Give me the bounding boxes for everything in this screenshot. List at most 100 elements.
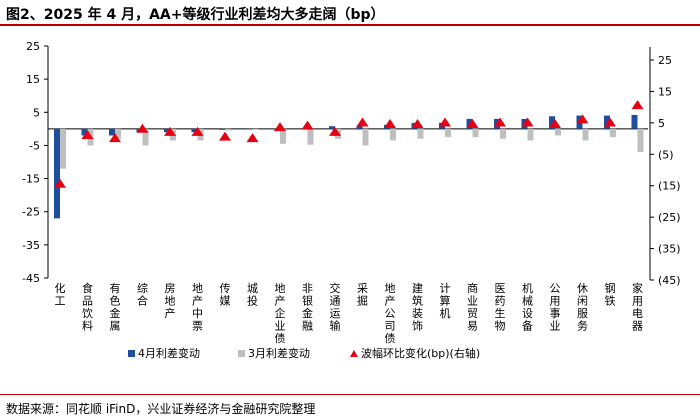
title-rule (0, 24, 700, 26)
category-label: 公 (385, 307, 396, 320)
category-label: 金 (302, 306, 313, 320)
bar-mar (362, 128, 369, 146)
bar-mar (472, 128, 479, 138)
category-label: 业 (467, 295, 478, 308)
category-label: 色 (110, 294, 121, 308)
category-label: 中 (192, 307, 203, 320)
category-label: 金 (110, 306, 121, 320)
bar-apr (109, 128, 115, 136)
bar-mar (280, 128, 286, 144)
category-label: 业 (550, 320, 561, 333)
category-label: 房 (165, 282, 176, 295)
source-rule (0, 394, 700, 395)
category-label: 铁 (605, 295, 616, 308)
category-label: 设 (522, 307, 533, 320)
marker-volatility (384, 119, 396, 129)
right-axis-tick-label: (5) (658, 148, 674, 161)
category-label: 贸 (467, 307, 478, 320)
category-label: 电 (632, 307, 643, 320)
category-label: 媒 (220, 295, 231, 308)
bar-apr (164, 128, 170, 133)
category-label: 料 (82, 319, 93, 333)
marker-volatility (466, 119, 479, 129)
right-axis-tick-label: (45) (658, 274, 681, 287)
bar-apr (246, 128, 253, 130)
category-label: 械 (522, 294, 533, 308)
category-label: 采 (357, 282, 368, 295)
right-axis-tick-label: (15) (658, 180, 681, 193)
category-label: 计 (440, 282, 451, 295)
category-label: 用 (632, 295, 643, 308)
category-label: 产 (275, 294, 286, 308)
category-label: 产 (192, 294, 203, 308)
bar-apr (54, 128, 60, 219)
left-axis-tick-label: -5 (29, 139, 40, 152)
category-label: 地 (275, 282, 286, 295)
category-label: 投 (247, 294, 258, 308)
category-label: 工 (55, 295, 66, 308)
category-label: 债 (385, 331, 396, 345)
category-label: 公 (550, 282, 561, 295)
category-label: 交 (330, 281, 341, 295)
category-label: 食 (82, 281, 93, 295)
bar-mar (225, 128, 231, 131)
markers-layer (54, 100, 644, 188)
category-label: 钢 (605, 282, 616, 295)
source-note: 数据来源：同花顺 iFinD，兴业证券经济与金融研究院整理 (6, 402, 316, 416)
bar-mar (610, 128, 616, 138)
category-label: 闲 (577, 294, 588, 308)
chart-title: 图2、2025 年 4 月，AA+等级行业利差均大多走阔（bp） (6, 7, 385, 23)
marker-volatility (246, 133, 259, 143)
category-label: 有 (110, 281, 121, 295)
legend-marker-volatility (350, 350, 358, 357)
marker-volatility (549, 119, 561, 129)
category-label: 司 (385, 320, 396, 333)
bar-mar (500, 128, 506, 139)
bar-apr (631, 114, 638, 129)
bar-mar (390, 128, 396, 141)
axes-layer: 25 15 5 -5 -15 -25 -35 -45 25 15 5 (5) (15) (25) (35) (… (22, 40, 681, 287)
bar-mar (445, 128, 451, 138)
category-label: 药 (495, 295, 506, 308)
bar-mar (115, 128, 121, 139)
marker-volatility (631, 100, 644, 110)
marker-volatility (274, 122, 286, 132)
category-label: 建 (412, 281, 423, 295)
category-label: 业 (275, 320, 286, 333)
category-label: 地 (385, 282, 396, 295)
marker-volatility (356, 117, 369, 127)
right-axis-tick-label: 5 (658, 117, 665, 130)
category-label: 债 (275, 331, 286, 345)
category-label: 生 (495, 306, 506, 320)
marker-volatility (329, 126, 341, 136)
left-axis-tick-label: -35 (22, 239, 40, 252)
category-label: 票 (192, 320, 203, 333)
category-label: 事 (550, 307, 561, 320)
bar-apr (356, 125, 363, 129)
category-label: 饰 (412, 319, 423, 333)
bar-mar (527, 128, 534, 141)
bar-mar (417, 128, 424, 139)
bar-mar (60, 128, 66, 169)
category-label: 家 (632, 281, 643, 295)
category-label: 算 (440, 294, 451, 308)
left-axis-tick-label: 5 (33, 106, 40, 119)
category-label: 品 (82, 295, 93, 308)
category-label: 装 (412, 307, 423, 320)
category-label: 器 (632, 320, 643, 333)
bar-mar (582, 128, 589, 141)
marker-volatility (604, 117, 616, 127)
category-label: 务 (577, 320, 588, 333)
labels-layer: 化工食品饮料有色金属综合房地产地产中票传媒城投地产企业债非银金融交通运输采掘地产… (55, 281, 644, 345)
category-label: 产 (165, 306, 176, 320)
category-label: 合 (137, 294, 148, 308)
category-label: 通 (330, 295, 341, 308)
legend-label-apr: 4月利差变动 (138, 346, 200, 360)
left-axis-tick-label: 25 (26, 40, 40, 53)
right-axis-tick-label: 25 (658, 54, 672, 67)
legend: 4月利差变动 3月利差变动 波幅环比变化(bp)(右轴) (128, 346, 480, 360)
category-label: 易 (467, 320, 478, 333)
bar-apr (81, 128, 88, 136)
category-label: 地 (165, 295, 176, 308)
